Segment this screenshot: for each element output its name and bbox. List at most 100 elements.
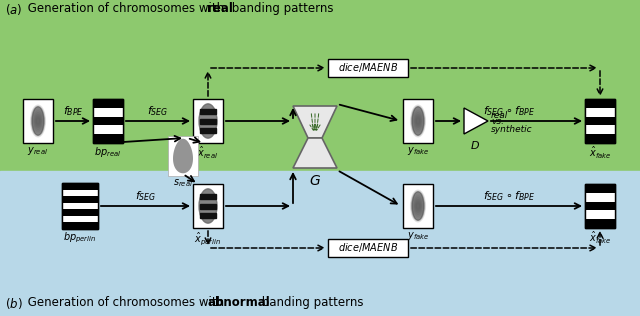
Polygon shape xyxy=(464,108,488,134)
Bar xyxy=(62,183,98,229)
Bar xyxy=(193,184,223,228)
Text: banding patterns: banding patterns xyxy=(228,2,333,15)
Bar xyxy=(168,136,198,176)
Bar xyxy=(93,108,123,117)
Ellipse shape xyxy=(34,112,42,130)
Text: $bp_{real}$: $bp_{real}$ xyxy=(94,145,122,159)
Bar xyxy=(585,184,615,228)
Bar xyxy=(200,118,216,124)
Text: $f_{SEG} \circ f_{BPE}$: $f_{SEG} \circ f_{BPE}$ xyxy=(483,189,535,203)
Text: $y_{fake}$: $y_{fake}$ xyxy=(407,145,429,157)
Bar xyxy=(328,59,408,77)
Ellipse shape xyxy=(417,203,420,210)
Text: $\hat{x}_{fake}$: $\hat{x}_{fake}$ xyxy=(589,145,611,161)
Bar xyxy=(585,117,615,125)
Text: $f_{BPE}$: $f_{BPE}$ xyxy=(63,104,83,118)
Ellipse shape xyxy=(199,104,217,138)
Text: $D$: $D$ xyxy=(470,139,480,151)
Bar xyxy=(585,184,615,228)
Ellipse shape xyxy=(414,112,422,130)
Ellipse shape xyxy=(32,107,44,135)
Bar xyxy=(328,239,408,257)
Ellipse shape xyxy=(36,118,40,125)
Bar xyxy=(585,99,615,143)
Text: $y_{fake}$: $y_{fake}$ xyxy=(407,230,429,242)
Polygon shape xyxy=(293,138,337,168)
Bar xyxy=(585,99,615,108)
Ellipse shape xyxy=(411,190,426,222)
Bar xyxy=(585,184,615,193)
Bar xyxy=(62,203,98,209)
Bar xyxy=(585,210,615,219)
Ellipse shape xyxy=(412,192,424,220)
Ellipse shape xyxy=(414,197,422,215)
Bar xyxy=(62,216,98,222)
Polygon shape xyxy=(293,106,337,138)
Bar xyxy=(585,202,615,210)
Bar xyxy=(193,99,223,143)
Text: $s_{real}$: $s_{real}$ xyxy=(173,177,193,189)
Text: $\hat{x}_{perlin}$: $\hat{x}_{perlin}$ xyxy=(195,230,221,246)
Bar xyxy=(200,194,216,199)
Bar xyxy=(585,134,615,143)
Bar xyxy=(0,171,640,316)
Text: $(a)$: $(a)$ xyxy=(5,2,22,17)
Bar xyxy=(93,99,123,108)
Text: real: real xyxy=(491,112,508,120)
Bar xyxy=(62,183,98,190)
Bar xyxy=(585,219,615,228)
Text: Generation of chromosomes with: Generation of chromosomes with xyxy=(24,2,228,15)
Ellipse shape xyxy=(415,199,421,213)
Bar xyxy=(200,109,216,114)
Text: $y_{real}$: $y_{real}$ xyxy=(28,145,49,157)
Ellipse shape xyxy=(31,105,45,137)
Bar xyxy=(200,213,216,218)
Ellipse shape xyxy=(31,107,45,135)
Ellipse shape xyxy=(412,192,424,220)
Bar xyxy=(93,99,123,143)
PathPatch shape xyxy=(173,139,193,173)
Text: $dice/MAENB$: $dice/MAENB$ xyxy=(338,241,398,254)
Bar xyxy=(585,125,615,134)
Text: $(b)$: $(b)$ xyxy=(5,296,22,311)
Bar xyxy=(585,193,615,202)
Bar xyxy=(93,99,123,143)
Ellipse shape xyxy=(411,105,426,137)
Text: $f_{SEG}$: $f_{SEG}$ xyxy=(147,104,169,118)
Ellipse shape xyxy=(35,114,42,128)
Ellipse shape xyxy=(199,189,217,223)
Bar xyxy=(93,125,123,134)
Text: real: real xyxy=(207,2,233,15)
Text: $f_{SEG}$: $f_{SEG}$ xyxy=(135,189,156,203)
Ellipse shape xyxy=(36,116,40,126)
Bar xyxy=(62,222,98,229)
Ellipse shape xyxy=(412,109,424,133)
Text: Generation of chromosomes with: Generation of chromosomes with xyxy=(24,296,228,309)
Bar xyxy=(62,183,98,229)
Bar xyxy=(200,128,216,133)
Bar xyxy=(93,134,123,143)
Text: $G$: $G$ xyxy=(309,174,321,188)
Bar xyxy=(403,99,433,143)
Text: synthetic: synthetic xyxy=(491,125,532,133)
Bar xyxy=(62,196,98,203)
Ellipse shape xyxy=(32,109,44,133)
Ellipse shape xyxy=(412,107,424,135)
Ellipse shape xyxy=(33,110,43,131)
Text: abnormal: abnormal xyxy=(207,296,269,309)
Text: $bp_{perlin}$: $bp_{perlin}$ xyxy=(63,231,97,246)
Ellipse shape xyxy=(415,116,420,126)
Text: banding patterns: banding patterns xyxy=(258,296,364,309)
Text: $\hat{x}_{fake}$: $\hat{x}_{fake}$ xyxy=(589,230,611,246)
Text: $\hat{x}_{real}$: $\hat{x}_{real}$ xyxy=(197,145,219,161)
Ellipse shape xyxy=(412,194,424,218)
Text: $f_{SEG} \circ f_{BPE}$: $f_{SEG} \circ f_{BPE}$ xyxy=(483,104,535,118)
Ellipse shape xyxy=(415,114,421,128)
Bar xyxy=(200,204,216,209)
Ellipse shape xyxy=(413,195,423,216)
Bar xyxy=(93,117,123,125)
Text: vs.: vs. xyxy=(491,118,504,126)
Bar xyxy=(23,99,53,143)
Bar xyxy=(62,209,98,216)
Bar xyxy=(585,108,615,117)
